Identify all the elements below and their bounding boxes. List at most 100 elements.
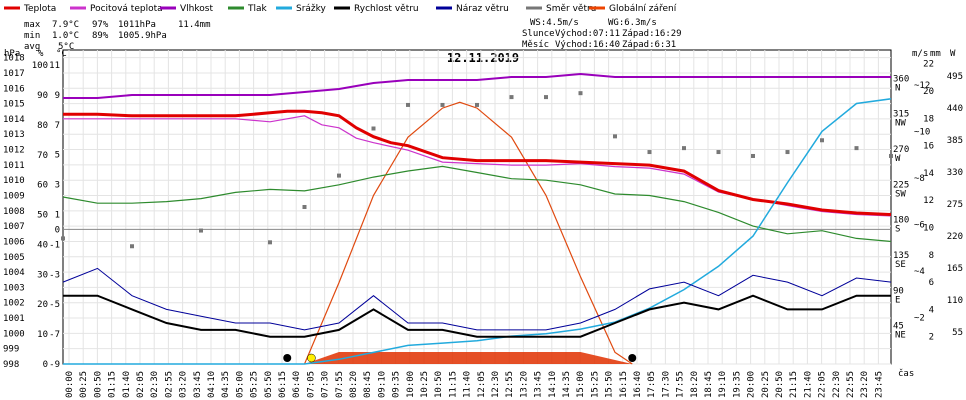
tick-w-6: 165 [947,264,963,274]
tick-pct-7: 30 [37,270,48,280]
tick-c-5: 1 [55,210,60,220]
tick-time-46: 19:10 [718,371,728,398]
stat-2-1: 5°C [58,42,74,52]
tick-pct-9: 10 [37,330,48,340]
tick-hpa-20: 998 [3,360,19,370]
tick-dir-deg-0: 360 [893,74,909,84]
stat-1-3: 1005.9hPa [118,31,167,41]
legend-label-6: Náraz větru [456,4,509,14]
legend-label-2: Vlhkost [180,4,213,14]
sunrise-marker [307,353,316,363]
tick-hpa-12: 1006 [3,237,25,247]
tick-time-1: 00:25 [79,371,89,398]
tick-c-7: -1 [49,240,60,250]
wind-dir-point [61,236,65,241]
wind-dir-point [613,134,617,139]
tick-w-3: 330 [947,168,963,178]
tick-ms-6: 10 [923,223,934,233]
tick-time-15: 06:15 [278,371,288,398]
stat-0-1: 7.9°C [52,20,79,30]
tick-ms-0: 22 [923,60,934,70]
tick-hpa-0: 1018 [3,54,25,64]
stat-1-0: min [24,31,40,41]
tick-time-52: 21:40 [803,371,813,398]
series-wind [63,294,891,338]
tick-w-4: 275 [947,200,963,210]
legend: Teplota Pocitová teplota Vlhkost Tlak Srážky… [4,4,677,14]
tick-c-2: 7 [55,121,60,131]
tick-dir-name-0: N [895,83,900,93]
tick-time-35: 14:35 [562,371,572,398]
tick-time-41: 17:05 [647,371,657,398]
tick-hpa-4: 1014 [3,115,25,125]
tick-time-28: 11:40 [463,371,473,398]
wind-dir-point [578,91,583,96]
tick-ms-9: 4 [929,305,934,315]
tick-time-45: 18:45 [704,371,714,398]
tick-hpa-9: 1009 [3,192,25,202]
tick-ms-4: 14 [923,169,934,179]
tick-dir-name-2: W [895,154,901,164]
tick-dir-deg-5: 135 [893,251,909,261]
wind-dir-point [751,153,755,158]
wind-dir-point [130,244,134,249]
axis-unit-hpa: hPa [4,49,20,59]
tick-dir-name-6: E [895,295,900,305]
tick-pct-4: 60 [37,181,48,191]
tick-w-1: 440 [947,104,963,114]
tick-time-38: 15:50 [605,371,615,398]
tick-pct-8: 20 [37,300,48,310]
tick-time-18: 07:30 [321,371,331,398]
info-3: Východ:07:11 [555,29,620,39]
legend-label-8: Globální záření [609,4,677,14]
wind-dir-point [647,150,652,155]
tick-mm-1: ~10 [914,127,930,137]
tick-c-8: -3 [49,270,60,280]
series-radiation-area [304,352,633,364]
tick-time-42: 17:30 [661,371,671,398]
tick-time-23: 09:35 [392,371,402,398]
legend-label-4: Srážky [296,4,327,14]
wind-dir-point [785,150,790,155]
info-5: Měsíc [522,40,549,50]
info-1: WG:6.3m/s [608,18,657,28]
legend-label-0: Teplota [23,4,56,14]
stat-2-0: avg [24,42,40,52]
tick-dir-name-5: SE [895,260,906,270]
tick-hpa-6: 1012 [3,146,25,156]
tick-time-16: 06:40 [292,371,302,398]
legend-label-7: Směr větru [546,4,596,14]
tick-ms-3: 16 [923,142,934,152]
tick-time-56: 23:20 [860,371,870,398]
tick-hpa-11: 1007 [3,222,25,232]
wind-dir-point [199,228,203,233]
tick-time-12: 05:00 [235,371,245,398]
axis-unit-w: W [950,49,956,59]
series-humidity [63,72,891,99]
tick-hpa-1: 1017 [3,69,25,79]
tick-time-40: 16:40 [633,371,643,398]
tick-dir-name-7: NE [895,331,906,341]
tick-hpa-17: 1001 [3,314,25,324]
axis-unit-mm: mm [930,49,941,59]
tick-hpa-3: 1015 [3,100,25,110]
tick-dir-name-3: SW [895,189,906,199]
tick-time-26: 10:50 [434,371,444,398]
wind-dir-point [302,205,307,209]
axis-unit-ms: m/s [912,49,928,59]
tick-ms-10: 2 [929,333,934,343]
legend-label-3: Tlak [247,4,268,14]
tick-time-8: 03:20 [179,371,189,398]
stat-0-0: max [24,20,41,30]
tick-time-13: 05:25 [250,371,260,398]
tick-pct-6: 40 [37,240,48,250]
tick-hpa-16: 1002 [3,299,25,309]
info-0: WS:4.5m/s [530,18,579,28]
tick-mm-4: ~4 [914,267,925,277]
tick-time-39: 16:15 [619,371,629,398]
tick-dir-deg-3: 225 [893,180,909,190]
tick-time-4: 01:40 [122,371,132,398]
tick-pct-1: 90 [37,91,48,101]
tick-time-19: 07:55 [335,371,345,398]
